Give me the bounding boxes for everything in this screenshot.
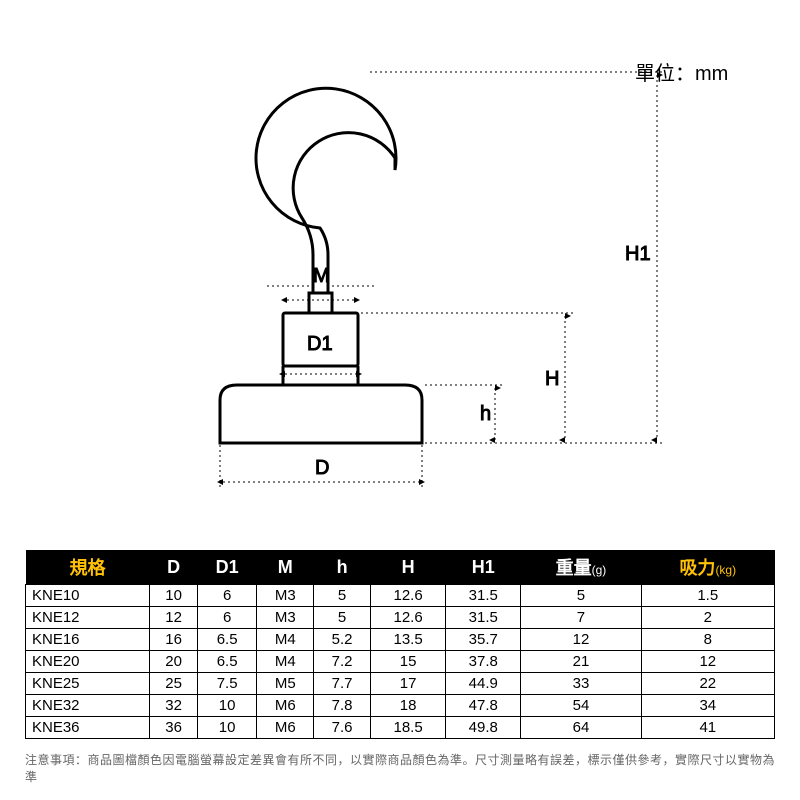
cell-D: 12 [150, 607, 198, 629]
cell-H: 12.6 [371, 585, 446, 607]
table-row: KNE25257.5M57.71744.93322 [26, 673, 775, 695]
cell-H1: 44.9 [446, 673, 521, 695]
dim-label-M: M [313, 265, 330, 287]
col-unit-pull: (kg) [715, 563, 736, 577]
table-row: KNE363610M67.618.549.86441 [26, 717, 775, 739]
cell-H1: 49.8 [446, 717, 521, 739]
table-row: KNE12126M3512.631.572 [26, 607, 775, 629]
cell-M: M4 [257, 629, 314, 651]
col-h: h [314, 550, 371, 585]
cell-spec: KNE36 [26, 717, 150, 739]
cell-H1: 35.7 [446, 629, 521, 651]
col-weight: 重量(g) [521, 550, 641, 585]
cell-D1: 6.5 [197, 629, 256, 651]
cell-h: 5.2 [314, 629, 371, 651]
col-M: M [257, 550, 314, 585]
cell-H1: 37.8 [446, 651, 521, 673]
diagram-area: 單位：mm M D1 [25, 20, 775, 550]
hook-diagram: 單位：mm M D1 [25, 20, 775, 550]
cell-H1: 31.5 [446, 585, 521, 607]
cell-D1: 6 [197, 585, 256, 607]
spec-table-body: KNE10106M3512.631.551.5KNE12126M3512.631… [26, 585, 775, 739]
cell-D: 20 [150, 651, 198, 673]
table-row: KNE16166.5M45.213.535.7128 [26, 629, 775, 651]
footnote: 注意事項：商品圖檔顏色因電腦螢幕設定差異會有所不同，以實際商品顏色為準。尺寸測量… [25, 751, 775, 785]
cell-spec: KNE16 [26, 629, 150, 651]
cell-h: 7.6 [314, 717, 371, 739]
table-row: KNE323210M67.81847.85434 [26, 695, 775, 717]
cell-h: 7.7 [314, 673, 371, 695]
cell-weight: 7 [521, 607, 641, 629]
shaft [309, 293, 332, 313]
cell-D: 25 [150, 673, 198, 695]
cell-M: M5 [257, 673, 314, 695]
cell-D1: 10 [197, 695, 256, 717]
cell-pull: 12 [641, 651, 774, 673]
cell-spec: KNE25 [26, 673, 150, 695]
cell-H1: 31.5 [446, 607, 521, 629]
cell-D: 10 [150, 585, 198, 607]
cell-pull: 1.5 [641, 585, 774, 607]
cell-weight: 21 [521, 651, 641, 673]
cell-D: 16 [150, 629, 198, 651]
cell-H: 17 [371, 673, 446, 695]
cell-D: 36 [150, 717, 198, 739]
dim-label-D1: D1 [307, 333, 333, 355]
cell-M: M6 [257, 695, 314, 717]
cell-h: 7.2 [314, 651, 371, 673]
cell-h: 7.8 [314, 695, 371, 717]
cell-h: 5 [314, 607, 371, 629]
cell-pull: 34 [641, 695, 774, 717]
cell-D: 32 [150, 695, 198, 717]
col-D: D [150, 550, 198, 585]
cell-H: 18.5 [371, 717, 446, 739]
cell-weight: 12 [521, 629, 641, 651]
cell-weight: 64 [521, 717, 641, 739]
dim-label-D: D [315, 457, 329, 479]
cell-H: 18 [371, 695, 446, 717]
cell-pull: 41 [641, 717, 774, 739]
col-unit-weight: (g) [592, 563, 607, 577]
cell-D1: 10 [197, 717, 256, 739]
cell-pull: 22 [641, 673, 774, 695]
cell-D1: 6.5 [197, 651, 256, 673]
cell-D1: 6 [197, 607, 256, 629]
cell-h: 5 [314, 585, 371, 607]
table-row: KNE10106M3512.631.551.5 [26, 585, 775, 607]
col-H: H [371, 550, 446, 585]
col-H1: H1 [446, 550, 521, 585]
unit-label: 單位：mm [635, 62, 728, 85]
col-D1: D1 [197, 550, 256, 585]
cell-spec: KNE10 [26, 585, 150, 607]
spec-table-wrap: 規格DD1MhHH1重量(g)吸力(kg) KNE10106M3512.631.… [25, 550, 775, 739]
cell-pull: 8 [641, 629, 774, 651]
dim-label-H1: H1 [625, 243, 651, 265]
cell-H: 13.5 [371, 629, 446, 651]
cell-weight: 33 [521, 673, 641, 695]
table-row: KNE20206.5M47.21537.82112 [26, 651, 775, 673]
cell-M: M6 [257, 717, 314, 739]
cell-D1: 7.5 [197, 673, 256, 695]
cell-pull: 2 [641, 607, 774, 629]
spec-table-header-row: 規格DD1MhHH1重量(g)吸力(kg) [26, 550, 775, 585]
cell-spec: KNE20 [26, 651, 150, 673]
cell-spec: KNE32 [26, 695, 150, 717]
cell-H1: 47.8 [446, 695, 521, 717]
hook-wire [256, 88, 396, 293]
magnet-base [220, 385, 422, 443]
cell-weight: 54 [521, 695, 641, 717]
col-pull: 吸力(kg) [641, 550, 774, 585]
col-spec: 規格 [26, 550, 150, 585]
spec-table: 規格DD1MhHH1重量(g)吸力(kg) KNE10106M3512.631.… [25, 550, 775, 739]
dim-label-H: H [545, 368, 559, 390]
dim-label-h: h [480, 403, 491, 425]
cell-spec: KNE12 [26, 607, 150, 629]
cell-H: 15 [371, 651, 446, 673]
cell-M: M3 [257, 585, 314, 607]
cell-M: M4 [257, 651, 314, 673]
cell-weight: 5 [521, 585, 641, 607]
cell-M: M3 [257, 607, 314, 629]
cell-H: 12.6 [371, 607, 446, 629]
